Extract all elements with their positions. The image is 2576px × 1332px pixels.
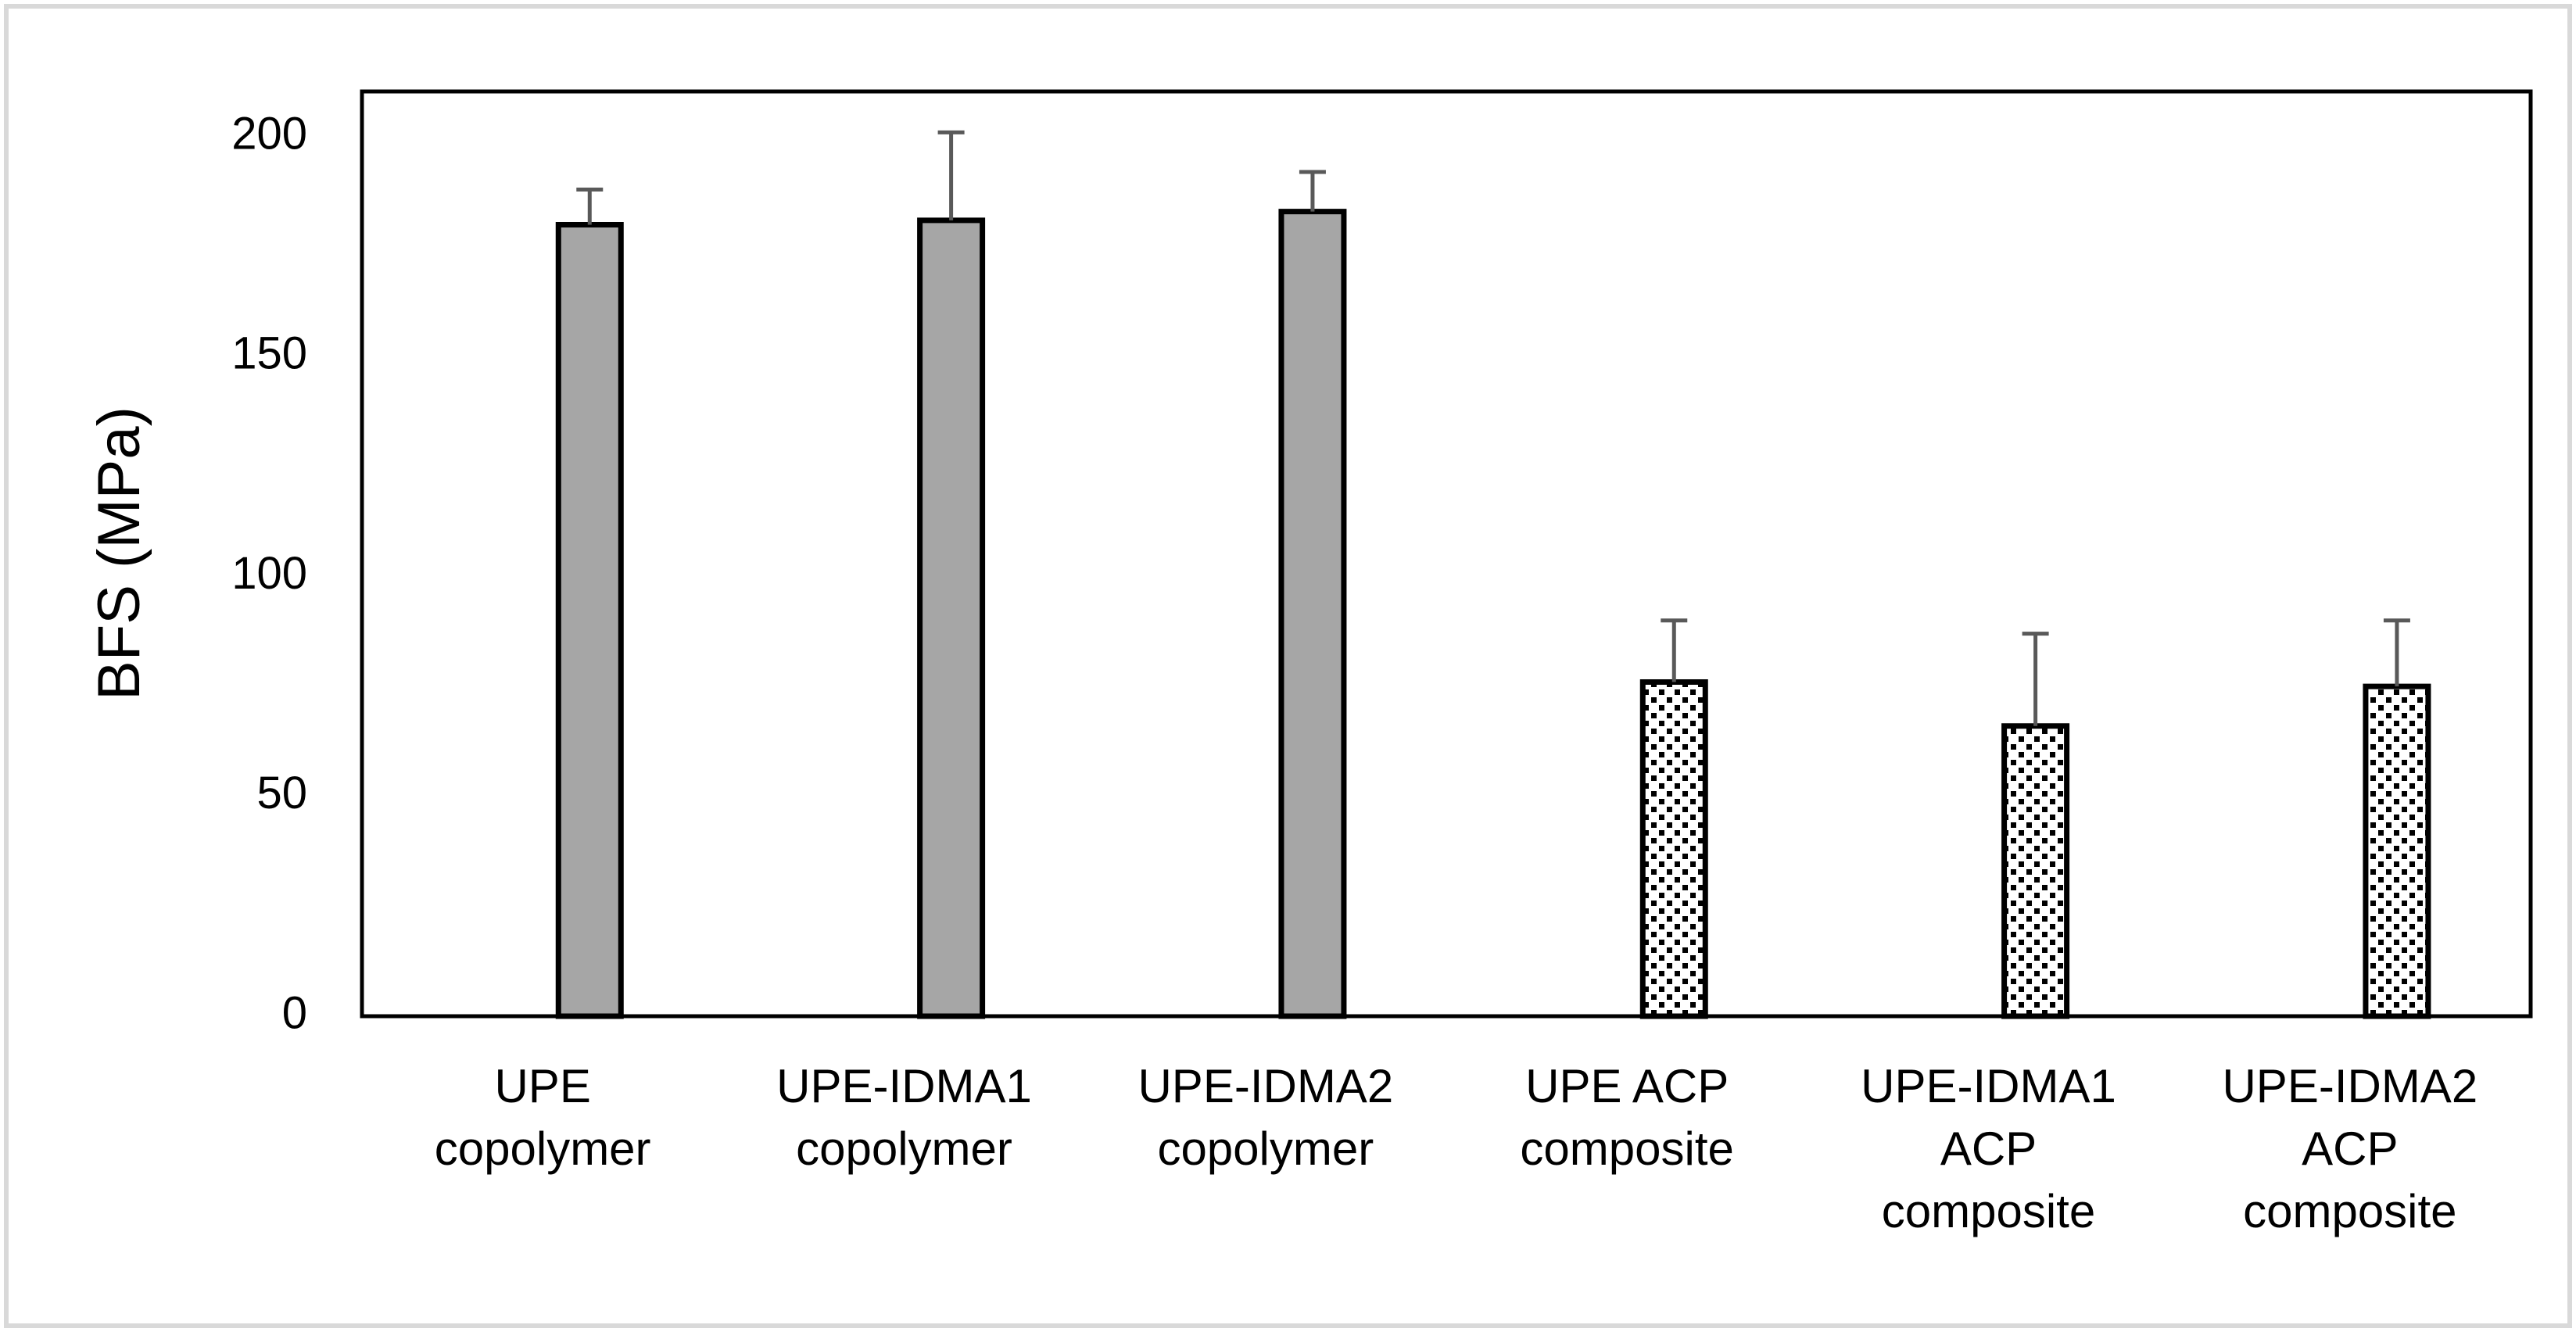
x-category-label: UPE ACP composite	[1520, 1060, 1733, 1175]
x-category-label: UPE-IDMA1 ACP composite	[1861, 1060, 2116, 1237]
x-category-label-line: UPE-IDMA2	[1138, 1060, 1393, 1112]
x-category-label-line: UPE ACP	[1525, 1060, 1729, 1112]
bar	[1278, 209, 1347, 1019]
error-bar	[1661, 618, 1688, 682]
x-category-label-line: ACP	[1940, 1123, 2037, 1175]
bar	[917, 217, 986, 1019]
x-category-label-line: composite	[1882, 1185, 2095, 1237]
plot-area	[360, 89, 2533, 1019]
error-bar	[576, 188, 604, 225]
x-axis-categories: UPE copolymer UPE-IDMA1 copolymer UPE-IDMA2 c…	[435, 1060, 2477, 1237]
bar	[2363, 683, 2431, 1019]
error-bar	[1299, 170, 1326, 212]
x-category-label-line: ACP	[2302, 1123, 2398, 1175]
y-axis-title: BFS (MPa)	[86, 406, 152, 700]
y-tick-label: 100	[231, 548, 307, 599]
error-bars-layer	[576, 130, 2410, 726]
y-tick-label: 150	[231, 328, 307, 379]
y-tick-label: 0	[282, 987, 307, 1038]
x-category-label-line: UPE-IDMA2	[2222, 1060, 2477, 1112]
x-category-label-line: copolymer	[435, 1123, 651, 1175]
x-category-label-line: UPE	[494, 1060, 590, 1112]
error-bar	[937, 130, 965, 220]
error-bar	[2022, 632, 2049, 726]
y-axis-ticks: 0 50 100 150 200	[231, 108, 307, 1038]
x-category-label: UPE copolymer	[435, 1060, 651, 1175]
bar	[555, 222, 624, 1019]
x-category-label-line: copolymer	[796, 1123, 1012, 1175]
x-category-label-line: UPE-IDMA1	[776, 1060, 1032, 1112]
x-category-label-line: copolymer	[1157, 1123, 1374, 1175]
x-category-label-line: composite	[2243, 1185, 2456, 1237]
bar	[2001, 723, 2070, 1019]
x-category-label-line: composite	[1520, 1123, 1733, 1175]
x-category-label: UPE-IDMA2 copolymer	[1138, 1060, 1393, 1175]
y-tick-label: 50	[256, 768, 307, 818]
error-bar	[2383, 618, 2410, 687]
y-tick-label: 200	[231, 108, 307, 159]
bar	[1639, 679, 1708, 1019]
x-category-label: UPE-IDMA2 ACP composite	[2222, 1060, 2477, 1237]
x-category-label-line: UPE-IDMA1	[1861, 1060, 2116, 1112]
x-category-label: UPE-IDMA1 copolymer	[776, 1060, 1032, 1175]
